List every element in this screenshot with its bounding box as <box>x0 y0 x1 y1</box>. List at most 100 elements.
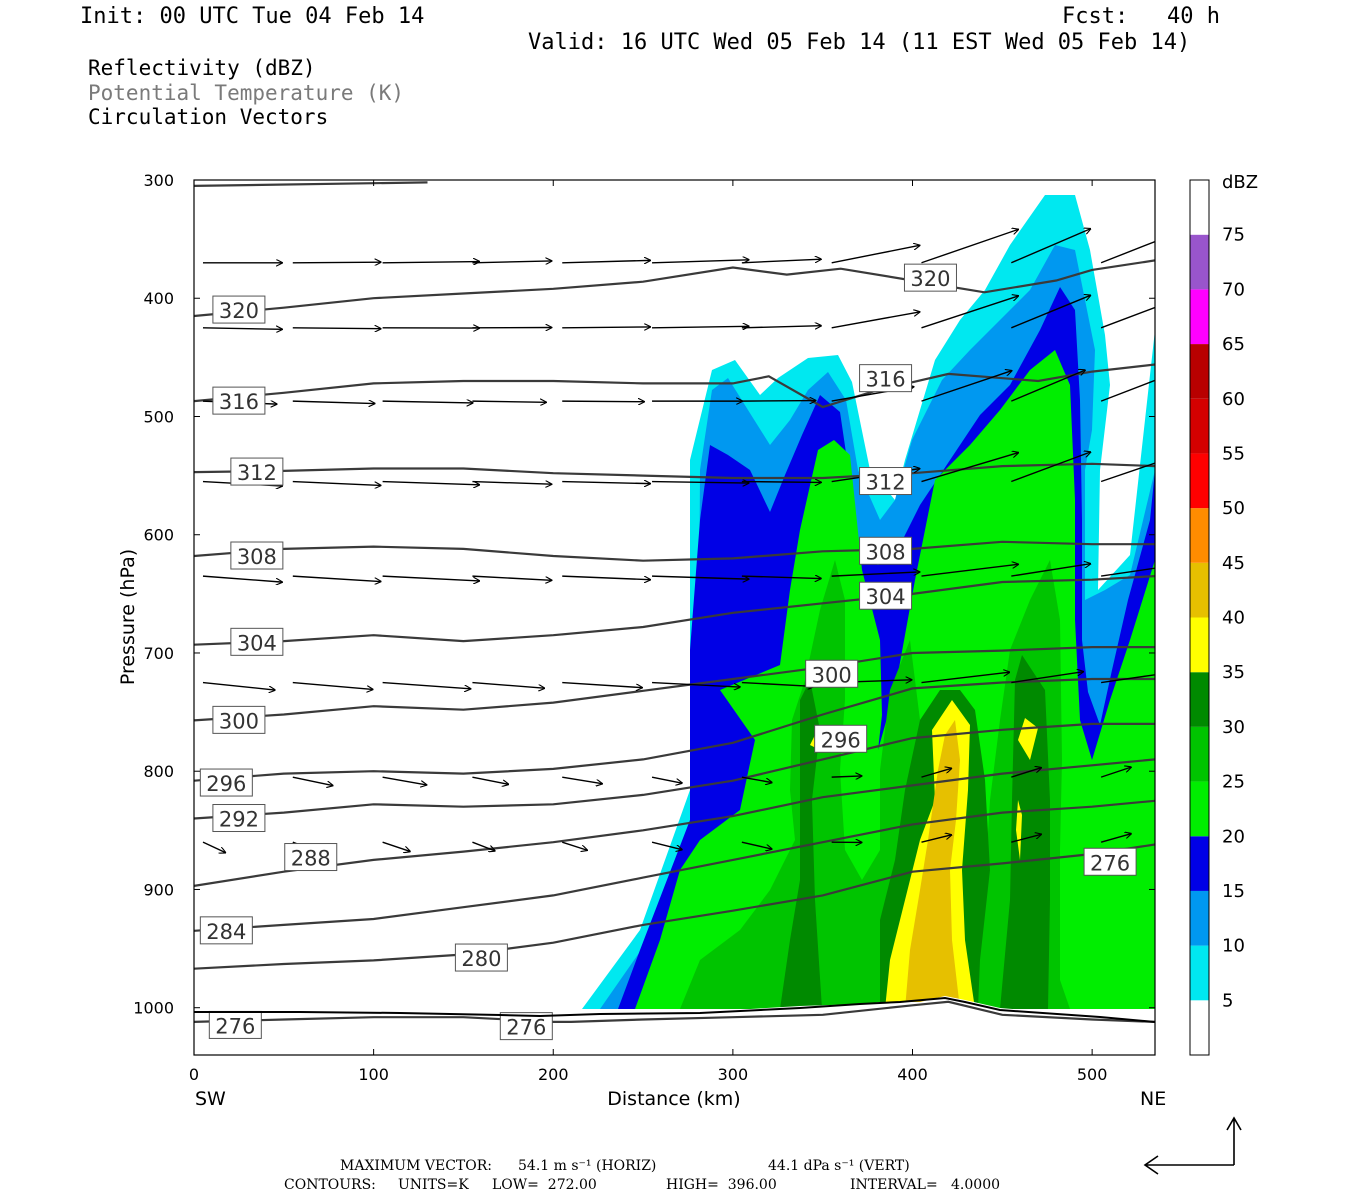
theta-contours <box>194 181 1155 1023</box>
colorbar-tick-label: 65 <box>1222 334 1245 355</box>
colorbar-swatch <box>1190 398 1209 454</box>
circulation-vector <box>921 229 1018 264</box>
circulation-vector <box>921 672 1009 684</box>
circulation-vector <box>472 575 551 580</box>
x-tick-label: 300 <box>718 1065 749 1084</box>
circulation-vector <box>1011 834 1041 843</box>
theta-label: 320 <box>219 299 259 323</box>
theta-label: 304 <box>866 585 906 609</box>
theta-label: 296 <box>206 772 246 796</box>
theta-contour <box>194 181 428 187</box>
circulation-vector <box>562 260 650 262</box>
max-vector-label: MAXIMUM VECTOR: <box>340 1158 492 1174</box>
circulation-vector <box>382 480 480 485</box>
circulation-vector <box>651 776 682 783</box>
theta-label-box <box>284 843 338 872</box>
circulation-vector <box>562 327 650 328</box>
reference-vector-icon <box>1143 1116 1242 1175</box>
terrain-line <box>194 996 1156 1023</box>
theta-label: 276 <box>1090 851 1130 875</box>
x-tick-label: 0 <box>189 1065 199 1084</box>
theta-label: 276 <box>506 1016 546 1040</box>
theta-contour <box>194 758 1155 887</box>
colorbar-swatch <box>1190 617 1209 673</box>
theta-contour <box>194 540 1155 562</box>
circulation-vector <box>562 841 587 850</box>
theta-label: 288 <box>291 847 331 871</box>
circulation-vector <box>382 575 480 581</box>
theta-contour <box>194 799 1155 932</box>
circulation-vector <box>382 841 411 851</box>
theta-label-box <box>199 916 253 945</box>
circulation-vector <box>1100 379 1155 402</box>
colorbar-swatch <box>1190 234 1209 290</box>
x-tick-label: 100 <box>358 1065 389 1084</box>
circulation-vector <box>741 776 772 782</box>
refl-25-dbz <box>680 560 1070 1009</box>
circulation-vector <box>652 260 749 264</box>
theta-contour <box>194 462 1155 480</box>
colorbar-swatch <box>1190 180 1209 235</box>
circulation-vector <box>382 681 471 689</box>
contours-low: LOW= 272.00 <box>492 1177 597 1193</box>
circulation-vector <box>472 776 508 784</box>
circulation-vector <box>741 576 821 578</box>
circulation-vector <box>562 776 602 784</box>
circulation-vector <box>1011 452 1090 483</box>
colorbar-swatch <box>1190 562 1209 618</box>
colorbar-swatch <box>1190 1000 1209 1055</box>
circulation-vector <box>202 841 226 853</box>
colorbar-tick-label: 70 <box>1222 279 1245 300</box>
circulation-vector <box>292 575 381 581</box>
legend-vectors: Circulation Vectors <box>88 105 329 129</box>
colorbar-tick-label: 25 <box>1222 772 1245 793</box>
circulation-vector <box>1011 229 1090 264</box>
colorbar-swatch <box>1190 344 1209 399</box>
theta-label: 296 <box>821 728 861 752</box>
circulation-vector <box>472 482 551 485</box>
circulation-vector <box>652 326 749 328</box>
circulation-vector <box>382 776 427 785</box>
theta-label: 300 <box>219 709 259 733</box>
below-ground-mask <box>194 996 1155 1055</box>
theta-label-box <box>230 627 284 656</box>
refl-35-dbz <box>810 700 1038 1009</box>
colorbar-tick-label: 45 <box>1222 553 1245 574</box>
theta-label-box <box>199 768 253 797</box>
circulation-vector <box>1011 564 1090 577</box>
colorbar-tick-label: 40 <box>1222 608 1245 629</box>
theta-label: 308 <box>237 545 277 569</box>
dbz-colorbar: 5 10 15 20 25 30 35 40 45 50 55 60 65 70 75 <box>1189 179 1245 1056</box>
theta-label: 320 <box>910 267 950 291</box>
circulation-vector <box>1011 295 1090 329</box>
y-tick-label: 900 <box>143 880 174 899</box>
x-tick-label: 200 <box>538 1065 569 1084</box>
max-vector-horiz: 54.1 m s⁻¹ (HORIZ) <box>518 1158 657 1174</box>
colorbar-tick-label: 15 <box>1222 881 1245 902</box>
theta-label-box <box>499 1012 553 1041</box>
circulation-vector <box>562 401 644 402</box>
contours-interval: INTERVAL= 4.0000 <box>850 1177 1001 1193</box>
axes: 0 100 200 300 400 500 300 400 500 600 700 800 900 100… <box>133 171 1155 1084</box>
circulation-vector <box>472 681 544 689</box>
theta-contour <box>194 575 1155 646</box>
circulation-vector <box>921 835 951 843</box>
circulation-vector <box>292 480 381 486</box>
refl-40-dbz <box>905 720 960 1009</box>
circulation-vector <box>1011 768 1041 778</box>
colorbar-unit-label: dBZ <box>1222 172 1258 193</box>
circulation-vector <box>202 328 282 330</box>
circulation-vector <box>921 296 1018 329</box>
circulation-vector <box>651 841 682 850</box>
circulation-vector <box>1100 240 1155 264</box>
contours-high: HIGH= 396.00 <box>666 1177 777 1193</box>
valid-time: Valid: 16 UTC Wed 05 Feb 14 (11 EST Wed … <box>528 30 1191 55</box>
circulation-vector <box>741 482 821 483</box>
circulation-vector <box>202 681 275 691</box>
theta-contour <box>194 843 1155 970</box>
theta-label-box <box>230 457 284 486</box>
colorbar-swatch <box>1190 836 1209 891</box>
theta-label-box <box>859 581 913 610</box>
theta-label-box <box>805 659 859 688</box>
theta-label-box <box>212 386 266 415</box>
